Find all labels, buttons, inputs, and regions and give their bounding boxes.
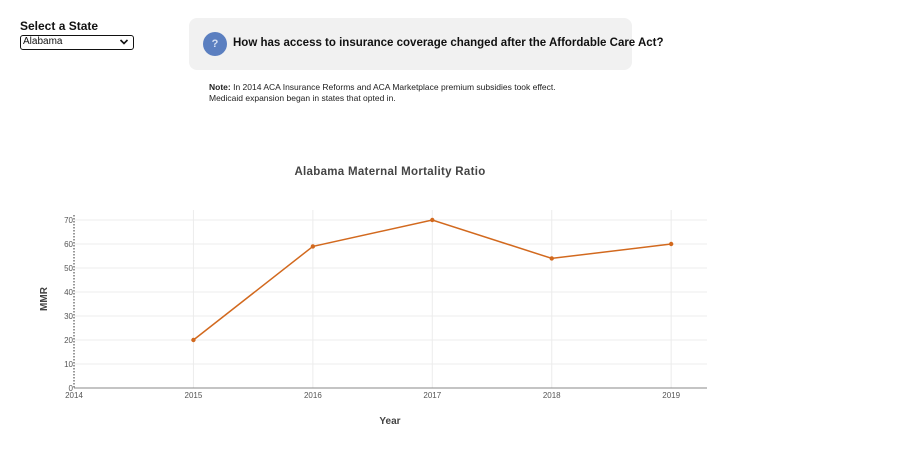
y-tick-label: 60 — [64, 240, 73, 249]
question-box: ? How has access to insurance coverage c… — [189, 18, 664, 70]
chart-title: Alabama Maternal Mortality Ratio — [294, 166, 486, 178]
data-point[interactable] — [430, 217, 435, 223]
note-text: Note: In 2014 ACA Insurance Reforms and … — [209, 82, 629, 104]
question-text: How has access to insurance coverage cha… — [233, 37, 664, 49]
y-axis-title: MMR — [39, 286, 50, 311]
x-axis-title: Year — [379, 416, 400, 427]
x-tick-label: 2016 — [304, 391, 322, 400]
note-label: Note: — [209, 82, 231, 92]
chevron-down-icon — [119, 39, 129, 45]
x-tick-label: 2014 — [65, 391, 83, 400]
x-tick-label: 2019 — [662, 391, 680, 400]
x-tick-label: 2017 — [423, 391, 441, 400]
y-tick-label: 30 — [64, 312, 73, 321]
y-tick-label: 10 — [64, 360, 73, 369]
state-select-value: Alabama — [23, 36, 63, 47]
data-point[interactable] — [310, 244, 316, 249]
state-select[interactable]: Alabama — [20, 35, 134, 50]
y-tick-label: 20 — [64, 336, 73, 345]
note-line-1: In 2014 ACA Insurance Reforms and ACA Ma… — [230, 82, 556, 92]
chart-series — [191, 217, 674, 343]
y-tick-label: 50 — [64, 264, 73, 273]
x-tick-label: 2018 — [543, 391, 561, 400]
data-point[interactable] — [668, 241, 674, 247]
y-tick-label: 70 — [64, 216, 73, 225]
x-tick-label: 2015 — [185, 391, 203, 400]
chart-grid — [74, 210, 707, 388]
data-point[interactable] — [549, 256, 554, 261]
note-line-2: Medicaid expansion began in states that … — [209, 93, 396, 103]
y-tick-label: 0 — [69, 384, 74, 393]
data-point[interactable] — [191, 337, 196, 343]
chart-ticks: 0 10 20 30 40 50 60 70 2014 2015 2016 2017 2018 2019 — [64, 216, 681, 400]
chart-axes — [73, 215, 707, 389]
question-icon[interactable]: ? — [203, 32, 227, 56]
state-select-label: Select a State — [20, 19, 99, 33]
y-tick-label: 40 — [64, 288, 73, 297]
